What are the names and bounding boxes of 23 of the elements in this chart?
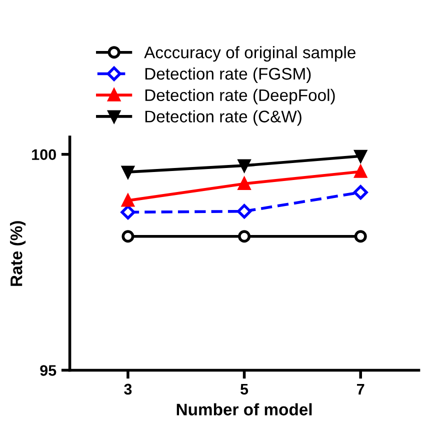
point (238, 230, 251, 243)
x-tick-label: 3 (124, 384, 132, 395)
y-tick-label: 95 (40, 365, 56, 376)
point (354, 165, 367, 178)
legend-label: Acccuracy of original sample (144, 46, 356, 62)
x-tick-label: 5 (240, 384, 248, 395)
point (122, 230, 134, 243)
point (354, 230, 367, 243)
y-tick-label: 100 (32, 149, 56, 160)
x-tick-label: 7 (357, 384, 364, 394)
point (122, 166, 134, 178)
legend-label: Detection rate (FGSM) (145, 67, 311, 83)
y-axis-title: Rate (%) (10, 221, 26, 286)
point (122, 194, 134, 207)
point (354, 150, 367, 162)
point (238, 159, 251, 172)
point (353, 185, 368, 200)
point (238, 177, 251, 190)
legend-label: Detection rate (C&W) (145, 110, 302, 126)
point (120, 204, 136, 220)
point (237, 204, 252, 219)
x-axis-title: Number of model (176, 403, 312, 416)
legend-label: Detection rate (DeepFool) (145, 88, 335, 104)
